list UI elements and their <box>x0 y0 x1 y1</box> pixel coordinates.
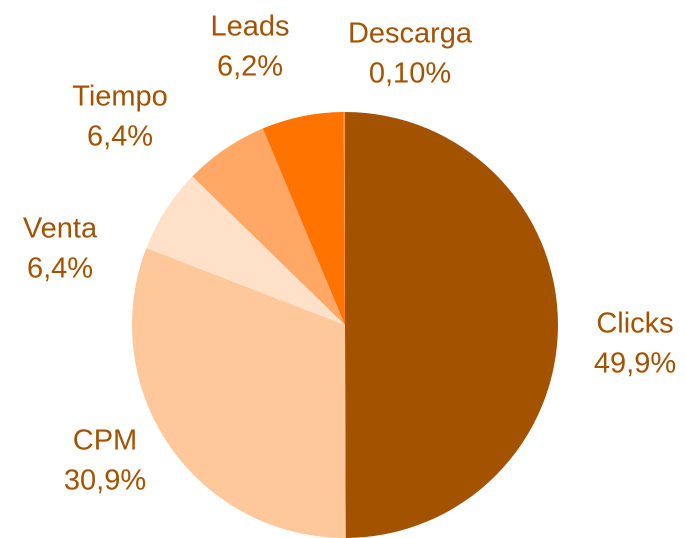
slice-value-label: 6,4% <box>87 121 153 153</box>
slice-label: Leads <box>210 11 289 43</box>
slice-label: Clicks <box>596 308 673 340</box>
pie-slice <box>192 128 345 325</box>
slice-label: Tiempo <box>72 81 168 113</box>
slice-value-label: 6,2% <box>217 51 283 83</box>
slice-label: Venta <box>23 213 98 245</box>
pie-slice <box>345 112 558 538</box>
slice-label: CPM <box>73 425 137 457</box>
slice-value-label: 49,9% <box>594 348 676 380</box>
slice-label: Descarga <box>348 18 473 50</box>
slice-value-label: 30,9% <box>64 465 146 497</box>
pie-slice <box>146 176 345 325</box>
pie-slice <box>262 112 345 325</box>
pie-slice <box>131 248 346 538</box>
slice-value-label: 6,4% <box>27 253 93 285</box>
slice-value-label: 0,10% <box>369 58 451 90</box>
pie-slice <box>343 112 345 325</box>
